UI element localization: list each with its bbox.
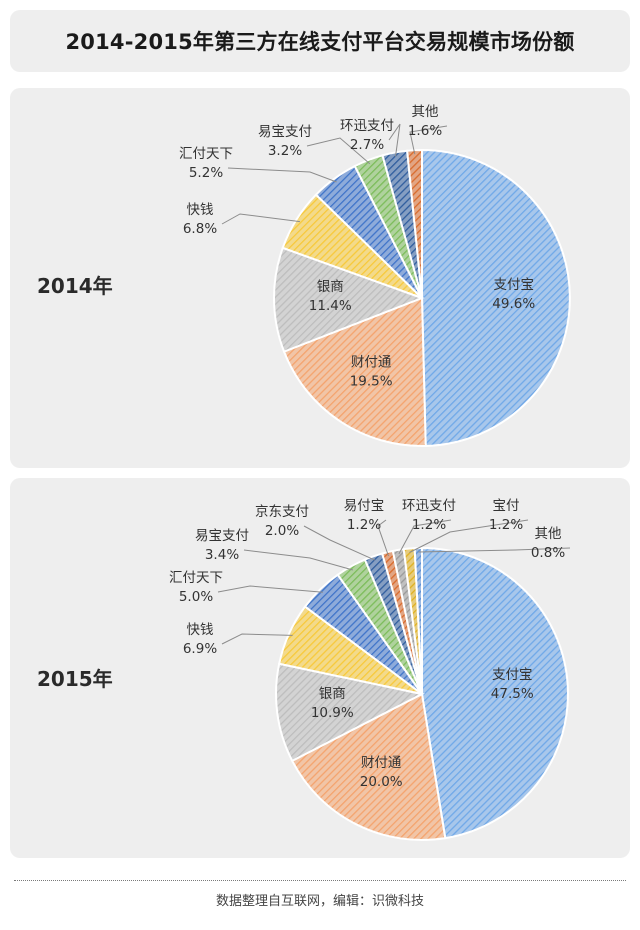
leader-line	[243, 549, 354, 571]
leader-line	[409, 125, 448, 155]
pie-slice	[282, 296, 427, 447]
footer-credit: 数据整理自互联网，编辑：识微科技	[215, 894, 424, 909]
slice-name-label: 易付宝	[344, 498, 385, 514]
slice-name-label: 环迅支付	[402, 498, 456, 514]
panel-2015: 2015年 支付宝 47.5% 财付通 20.0% 银商 10.9% 快钱 6.9% 汇付天下 5.…	[10, 478, 630, 858]
slice-value-label: 5.0%	[179, 589, 213, 605]
slice-name-label: 汇付天下	[169, 570, 223, 586]
leader-line	[221, 633, 293, 645]
slice-name-label: 其他	[412, 104, 439, 120]
slice-name-label: 银商	[317, 279, 344, 295]
slice-name-label: 支付宝	[492, 667, 533, 683]
pie-chart-2014: 2014年 支付宝 49.6% 财付通 19.5% 银商 11.4% 快钱 6.8% 汇付天下 5.…	[37, 104, 571, 447]
slice-name-label: 快钱	[187, 202, 214, 218]
slice-value-label: 6.8%	[183, 221, 217, 237]
year-label: 2015年	[37, 667, 113, 691]
pie-slices	[273, 148, 571, 447]
slice-name-label: 易宝支付	[195, 528, 249, 544]
slice-name-label: 京东支付	[255, 504, 309, 520]
leader-line	[217, 585, 323, 593]
slice-name-label: 易宝支付	[258, 124, 312, 140]
leader-line	[303, 525, 376, 561]
slice-value-label: 19.5%	[350, 373, 393, 389]
slice-value-label: 5.2%	[189, 165, 223, 181]
slice-value-label: 3.2%	[268, 143, 302, 159]
slice-value-label: 1.6%	[408, 123, 442, 139]
leader-line	[306, 137, 371, 165]
pie-slice	[290, 692, 447, 841]
slice-name-label: 环迅支付	[340, 118, 394, 134]
slice-value-label: 47.5%	[491, 686, 534, 702]
leader-line	[409, 519, 529, 553]
slice-name-label: 银商	[319, 686, 346, 702]
slice-name-label: 快钱	[187, 622, 214, 638]
leader-line	[221, 213, 300, 225]
year-label: 2014年	[37, 274, 113, 298]
slice-value-label: 11.4%	[309, 298, 352, 314]
slice-name-label: 其他	[535, 526, 562, 542]
leader-line	[418, 547, 571, 553]
slice-value-label: 49.6%	[492, 296, 535, 312]
slice-name-label: 财付通	[351, 354, 392, 370]
slice-name-label: 汇付天下	[179, 146, 233, 162]
slice-value-label: 10.9%	[311, 705, 354, 721]
slice-value-label: 1.2%	[412, 517, 446, 533]
slice-value-label: 20.0%	[360, 774, 403, 790]
slice-value-label: 2.0%	[265, 523, 299, 539]
slice-value-label: 3.4%	[205, 547, 239, 563]
leader-line	[388, 123, 401, 157]
slice-value-label: 0.8%	[531, 545, 565, 561]
pie-slice	[275, 662, 425, 763]
title-box: 2014-2015年第三方在线支付平台交易规模市场份额	[10, 10, 630, 72]
leader-line	[398, 519, 452, 555]
pie-slice	[421, 546, 569, 840]
panel-2014: 2014年 支付宝 49.6% 财付通 19.5% 银商 11.4% 快钱 6.8% 汇付天下 5.…	[10, 88, 630, 468]
leader-line	[227, 167, 337, 183]
chart-title: 2014-2015年第三方在线支付平台交易规模市场份额	[65, 30, 575, 54]
slice-value-label: 6.9%	[183, 641, 217, 657]
slice-value-label: 2.7%	[350, 137, 384, 153]
leader-line	[377, 519, 389, 557]
pie-slices	[275, 546, 569, 841]
pie-slice	[273, 246, 425, 353]
footer-divider	[14, 880, 626, 881]
pie-chart-2015: 2015年 支付宝 47.5% 财付通 20.0% 银商 10.9% 快钱 6.9% 汇付天下 5.…	[37, 498, 571, 841]
slice-value-label: 1.2%	[489, 517, 523, 533]
slice-name-label: 支付宝	[494, 277, 535, 293]
slice-value-label: 1.2%	[347, 517, 381, 533]
slice-name-label: 宝付	[493, 498, 520, 514]
pie-slice	[406, 148, 423, 299]
pie-slice	[421, 148, 571, 447]
slice-name-label: 财付通	[361, 755, 402, 771]
